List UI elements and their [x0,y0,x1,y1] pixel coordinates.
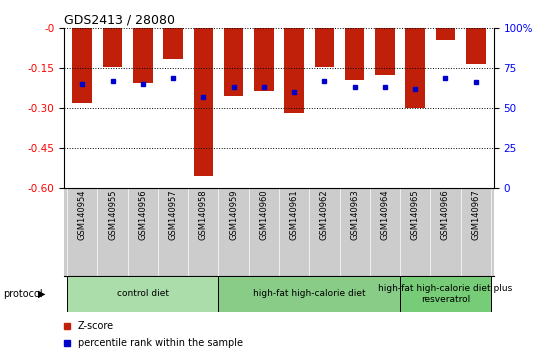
Text: protocol: protocol [3,289,42,299]
Bar [67,276,219,312]
Bar [466,28,485,64]
Bar [436,28,455,40]
Bar [73,28,92,103]
Text: GSM140963: GSM140963 [350,189,359,240]
Text: control diet: control diet [117,289,169,298]
Text: GSM140967: GSM140967 [471,189,480,240]
Text: GSM140959: GSM140959 [229,189,238,240]
Text: GDS2413 / 28080: GDS2413 / 28080 [64,13,175,27]
Bar [254,28,274,91]
Bar [400,276,491,312]
Bar [163,28,183,59]
Text: Z-score: Z-score [78,321,114,331]
Text: percentile rank within the sample: percentile rank within the sample [78,338,243,348]
Text: GSM140958: GSM140958 [199,189,208,240]
Text: GSM140954: GSM140954 [78,189,87,240]
Text: GSM140962: GSM140962 [320,189,329,240]
Text: GSM140966: GSM140966 [441,189,450,240]
Bar [194,28,213,176]
Bar [284,28,304,113]
Text: GSM140964: GSM140964 [381,189,389,240]
Text: GSM140956: GSM140956 [138,189,147,240]
Text: GSM140955: GSM140955 [108,189,117,240]
Bar [103,28,122,67]
Bar [219,276,400,312]
Bar [345,28,364,80]
Bar [224,28,243,96]
Text: ▶: ▶ [38,289,45,299]
Text: high-fat high-calorie diet plus
resveratrol: high-fat high-calorie diet plus resverat… [378,284,513,303]
Bar [133,28,153,83]
Bar [405,28,425,108]
Text: GSM140965: GSM140965 [411,189,420,240]
Bar [315,28,334,67]
Text: GSM140957: GSM140957 [169,189,177,240]
Text: GSM140961: GSM140961 [290,189,299,240]
Text: high-fat high-calorie diet: high-fat high-calorie diet [253,289,365,298]
Text: GSM140960: GSM140960 [259,189,268,240]
Bar [375,28,395,75]
